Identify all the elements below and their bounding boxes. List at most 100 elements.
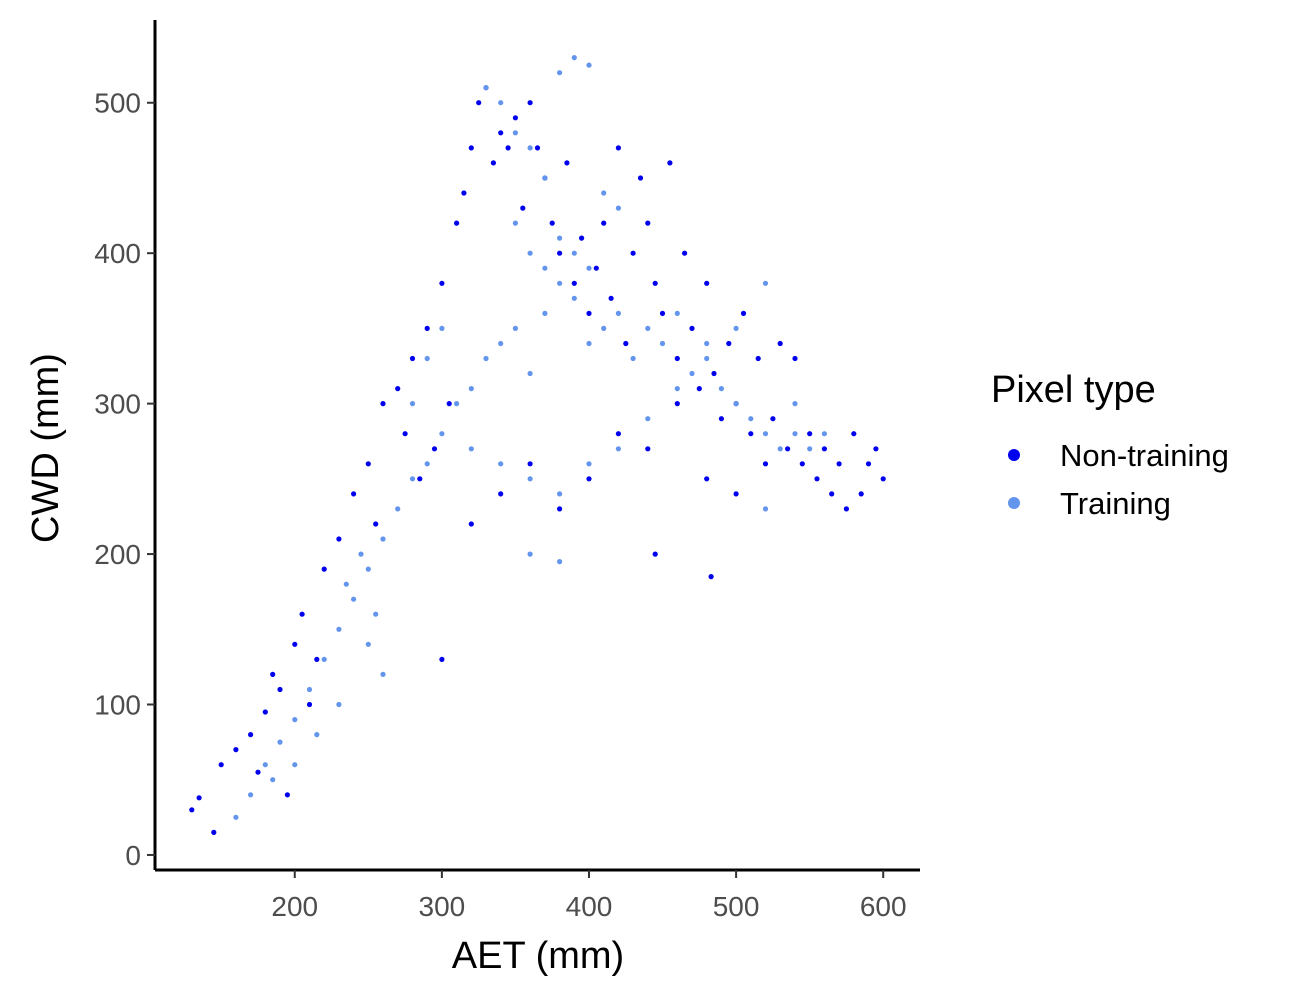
point-non-training-22 bbox=[402, 431, 408, 437]
y-tick-label-500: 500 bbox=[94, 88, 141, 119]
point-non-training-8 bbox=[270, 671, 276, 678]
point-training-83 bbox=[270, 777, 276, 783]
point-non-training-60 bbox=[682, 250, 688, 256]
point-training-10 bbox=[351, 596, 357, 602]
y-tick-label-0: 0 bbox=[125, 840, 141, 871]
axes-layer: 200 300 400 500 600 0 100 200 300 400 500 bbox=[94, 20, 920, 922]
point-training-80 bbox=[380, 671, 386, 678]
point-non-training-10 bbox=[284, 792, 290, 798]
y-tick-label-100: 100 bbox=[94, 690, 141, 721]
x-axis-title: AET (mm) bbox=[452, 935, 624, 977]
point-training-43 bbox=[807, 446, 813, 452]
point-training-45 bbox=[483, 85, 489, 91]
point-training-29 bbox=[601, 325, 607, 331]
point-training-79 bbox=[365, 641, 371, 647]
y-tick-label-400: 400 bbox=[94, 238, 141, 269]
point-non-training-96 bbox=[615, 431, 622, 437]
point-training-67 bbox=[557, 491, 563, 497]
point-training-63 bbox=[409, 401, 416, 407]
point-training-18 bbox=[439, 431, 445, 437]
point-non-training-61 bbox=[689, 325, 695, 331]
point-training-20 bbox=[468, 386, 474, 392]
point-non-training-53 bbox=[630, 250, 636, 256]
point-non-training-21 bbox=[395, 386, 401, 392]
point-non-training-85 bbox=[865, 461, 872, 467]
point-training-54 bbox=[615, 205, 622, 211]
point-non-training-12 bbox=[299, 611, 305, 617]
point-training-65 bbox=[498, 461, 504, 467]
point-training-9 bbox=[343, 581, 349, 587]
point-non-training-84 bbox=[858, 491, 864, 497]
point-non-training-14 bbox=[314, 656, 320, 663]
point-training-57 bbox=[542, 265, 548, 271]
point-training-16 bbox=[409, 476, 416, 482]
point-non-training-74 bbox=[785, 446, 791, 452]
point-training-15 bbox=[395, 506, 401, 512]
point-non-training-75 bbox=[792, 355, 798, 362]
point-training-53 bbox=[601, 190, 607, 196]
point-training-3 bbox=[277, 739, 283, 745]
point-non-training-49 bbox=[601, 220, 607, 226]
y-axis-title: CWD (mm) bbox=[25, 353, 67, 543]
point-non-training-19 bbox=[373, 521, 379, 527]
point-training-82 bbox=[292, 762, 298, 768]
point-non-training-68 bbox=[740, 310, 747, 316]
point-non-training-16 bbox=[336, 536, 342, 542]
point-training-28 bbox=[586, 340, 592, 347]
point-training-38 bbox=[733, 401, 739, 407]
point-training-24 bbox=[527, 370, 533, 377]
point-non-training-25 bbox=[424, 325, 430, 331]
point-non-training-73 bbox=[777, 340, 783, 347]
point-training-27 bbox=[571, 295, 577, 301]
point-non-training-87 bbox=[880, 476, 886, 482]
point-non-training-18 bbox=[365, 461, 371, 467]
point-training-73 bbox=[733, 325, 739, 331]
point-non-training-62 bbox=[696, 386, 702, 392]
point-non-training-83 bbox=[851, 431, 857, 437]
point-non-training-37 bbox=[512, 115, 519, 121]
point-non-training-94 bbox=[557, 506, 563, 512]
point-training-74 bbox=[762, 280, 769, 286]
point-training-78 bbox=[792, 401, 798, 407]
point-training-62 bbox=[424, 355, 430, 362]
point-non-training-52 bbox=[623, 340, 629, 347]
point-training-8 bbox=[336, 626, 342, 632]
point-non-training-3 bbox=[218, 762, 224, 768]
point-non-training-24 bbox=[417, 476, 423, 482]
point-training-76 bbox=[557, 559, 563, 565]
point-training-0 bbox=[233, 814, 239, 820]
point-training-11 bbox=[358, 551, 364, 557]
point-training-33 bbox=[659, 340, 666, 347]
legend-label-training: Training bbox=[1060, 486, 1171, 521]
point-non-training-64 bbox=[711, 370, 717, 377]
point-training-12 bbox=[365, 566, 371, 572]
point-non-training-7 bbox=[262, 709, 268, 715]
point-non-training-71 bbox=[762, 461, 769, 467]
point-non-training-38 bbox=[520, 205, 526, 211]
point-non-training-6 bbox=[255, 769, 261, 775]
point-non-training-90 bbox=[439, 656, 445, 663]
x-tick-label-300: 300 bbox=[419, 891, 466, 922]
point-training-75 bbox=[527, 551, 533, 557]
x-tick-label-600: 600 bbox=[860, 891, 907, 922]
point-training-60 bbox=[586, 265, 592, 271]
y-tick-label-300: 300 bbox=[94, 389, 141, 420]
legend-marker-non-training bbox=[1008, 449, 1020, 461]
point-training-17 bbox=[424, 461, 430, 467]
points-layer bbox=[189, 55, 886, 836]
point-training-77 bbox=[762, 506, 769, 512]
point-non-training-26 bbox=[431, 446, 438, 452]
point-non-training-91 bbox=[468, 521, 474, 527]
point-non-training-54 bbox=[637, 175, 644, 181]
point-training-55 bbox=[512, 220, 519, 226]
point-non-training-59 bbox=[674, 355, 680, 362]
point-training-72 bbox=[704, 355, 710, 362]
point-training-52 bbox=[586, 62, 592, 68]
point-non-training-35 bbox=[498, 130, 504, 136]
point-non-training-88 bbox=[708, 574, 714, 580]
point-non-training-65 bbox=[718, 416, 725, 422]
legend: Pixel type Non-training Training bbox=[991, 369, 1229, 521]
point-non-training-9 bbox=[277, 686, 283, 693]
point-non-training-48 bbox=[593, 265, 599, 271]
